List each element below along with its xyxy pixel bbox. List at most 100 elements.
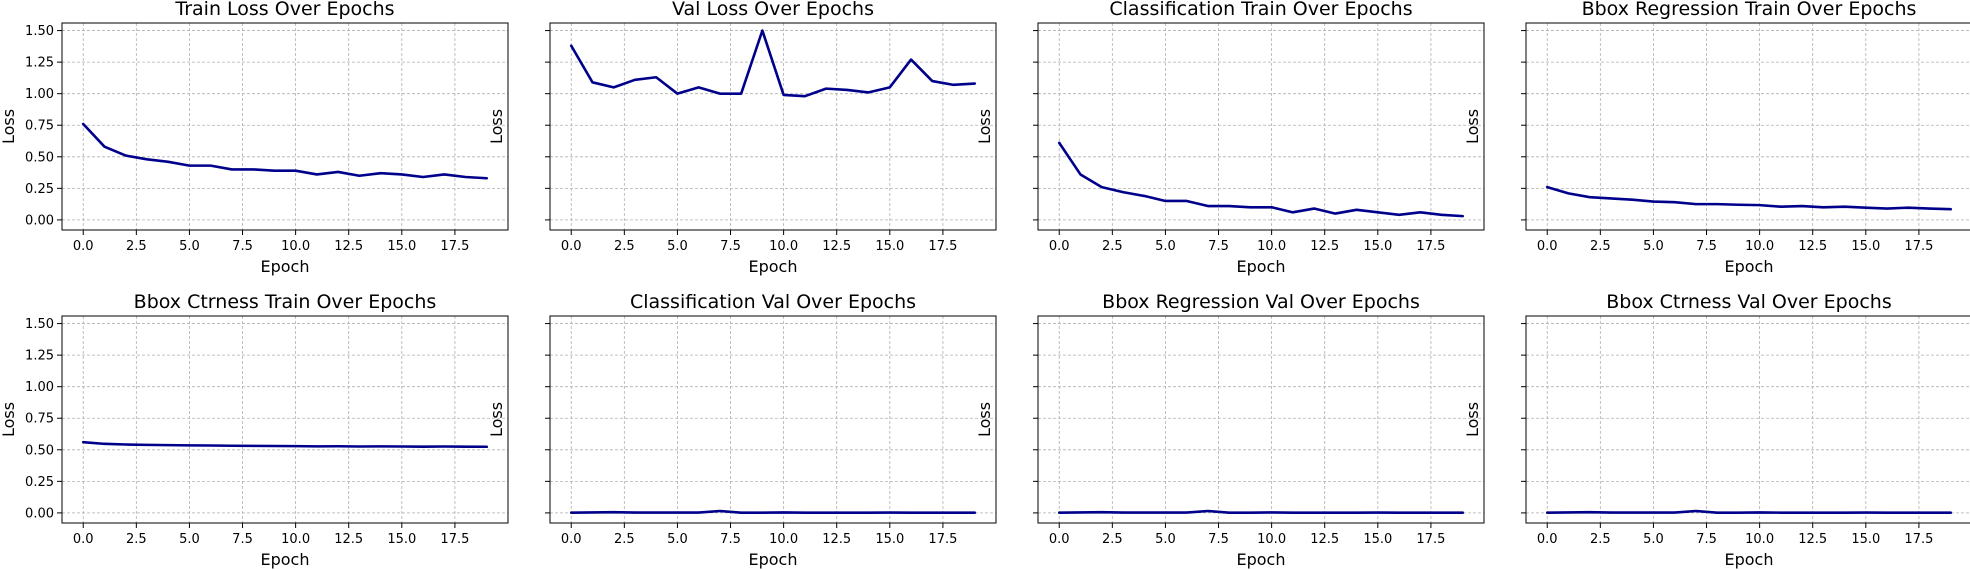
- x-tick-label: 7.5: [720, 532, 741, 547]
- x-tick-label: 15.0: [875, 239, 904, 254]
- x-tick-label: 5.0: [1643, 239, 1664, 254]
- subplot-7: 0.0 2.5 5.0 7.5 10.0 12.5 15.0 17.5 Bbox Regress…: [975, 291, 1485, 569]
- axes-frame: [1037, 315, 1485, 524]
- x-axis-label: Epoch: [261, 257, 310, 276]
- chart-title: Bbox Regression Train Over Epochs: [1582, 0, 1917, 20]
- x-tick-label: 5.0: [1155, 532, 1176, 547]
- x-tick-label: 0.0: [1537, 239, 1558, 254]
- x-tick-label: 0.0: [73, 239, 94, 254]
- x-tick-label: 10.0: [769, 532, 798, 547]
- y-tick-label: 0.00: [25, 213, 54, 228]
- x-tick-label: 10.0: [281, 532, 310, 547]
- x-tick-label: 17.5: [1416, 532, 1445, 547]
- x-tick-label: 7.5: [232, 239, 253, 254]
- x-tick-label: 2.5: [126, 532, 147, 547]
- x-tick-label: 7.5: [232, 532, 253, 547]
- x-tick-label: 17.5: [1904, 239, 1933, 254]
- subplot-8: 0.0 2.5 5.0 7.5 10.0 12.5 15.0 17.5 Bbox Ctrness…: [1463, 291, 1970, 569]
- y-axis-label: Loss: [1463, 109, 1482, 144]
- y-tick-label: 0.75: [25, 119, 54, 134]
- y-tick-label: 1.00: [25, 380, 54, 395]
- x-tick-label: 12.5: [1310, 532, 1339, 547]
- y-tick-label: 0.50: [25, 150, 54, 165]
- y-tick-label: 0.00: [25, 506, 54, 521]
- x-tick-label: 12.5: [1310, 239, 1339, 254]
- x-tick-label: 17.5: [1416, 239, 1445, 254]
- axes-frame: [1525, 22, 1970, 231]
- y-tick-label: 1.25: [25, 56, 54, 71]
- x-tick-label: 15.0: [387, 239, 416, 254]
- x-tick-label: 2.5: [1102, 532, 1123, 547]
- x-tick-label: 5.0: [179, 239, 200, 254]
- x-tick-label: 5.0: [1643, 532, 1664, 547]
- axes-frame: [1037, 22, 1485, 231]
- series-line: [569, 509, 977, 514]
- x-axis-label: Epoch: [261, 550, 310, 569]
- x-tick-label: 7.5: [1208, 532, 1229, 547]
- x-tick-label: 12.5: [1798, 532, 1827, 547]
- x-tick-label: 10.0: [281, 239, 310, 254]
- x-tick-label: 15.0: [387, 532, 416, 547]
- x-tick-label: 2.5: [126, 239, 147, 254]
- x-tick-label: 2.5: [1590, 239, 1611, 254]
- subplot-1: 0.0 2.5 5.0 7.5 10.0 12.5 15.0 17.5 0.00 0.25 0.50…: [0, 0, 509, 276]
- x-tick-label: 15.0: [1363, 532, 1392, 547]
- series-line: [1545, 185, 1953, 211]
- x-tick-label: 2.5: [614, 239, 635, 254]
- x-tick-label: 0.0: [1049, 239, 1070, 254]
- x-axis-label: Epoch: [1725, 550, 1774, 569]
- x-tick-label: 15.0: [1851, 239, 1880, 254]
- y-tick-label: 0.25: [25, 182, 54, 197]
- chart-title: Bbox Ctrness Train Over Epochs: [134, 291, 437, 313]
- y-axis-label: Loss: [975, 109, 994, 144]
- x-tick-label: 12.5: [334, 239, 363, 254]
- x-tick-label: 10.0: [769, 239, 798, 254]
- x-tick-label: 17.5: [440, 532, 469, 547]
- series-line: [81, 122, 489, 180]
- x-tick-label: 17.5: [928, 239, 957, 254]
- y-tick-label: 0.75: [25, 412, 54, 427]
- x-tick-label: 17.5: [1904, 532, 1933, 547]
- x-tick-label: 0.0: [561, 239, 582, 254]
- x-tick-label: 2.5: [1102, 239, 1123, 254]
- chart-title: Val Loss Over Epochs: [672, 0, 874, 20]
- y-axis-label: Loss: [487, 109, 506, 144]
- x-tick-label: 7.5: [1696, 532, 1717, 547]
- y-tick-label: 1.25: [25, 349, 54, 364]
- subplot-5: 0.0 2.5 5.0 7.5 10.0 12.5 15.0 17.5 0.00 0.25 0.50…: [0, 291, 509, 569]
- x-tick-label: 0.0: [1537, 532, 1558, 547]
- series-line: [569, 29, 977, 98]
- subplot-6: 0.0 2.5 5.0 7.5 10.0 12.5 15.0 17.5 Classificati…: [487, 291, 997, 569]
- x-tick-label: 0.0: [73, 532, 94, 547]
- x-axis-label: Epoch: [749, 550, 798, 569]
- x-tick-label: 10.0: [1257, 532, 1286, 547]
- x-axis-label: Epoch: [1725, 257, 1774, 276]
- x-tick-label: 10.0: [1745, 239, 1774, 254]
- axes-frame: [549, 315, 997, 524]
- chart-title: Bbox Regression Val Over Epochs: [1102, 291, 1420, 313]
- subplot-2: 0.0 2.5 5.0 7.5 10.0 12.5 15.0 17.5 Val Loss Ove…: [487, 0, 997, 276]
- x-tick-label: 5.0: [667, 532, 688, 547]
- y-axis-label: Loss: [487, 402, 506, 437]
- x-tick-label: 12.5: [334, 532, 363, 547]
- x-tick-label: 2.5: [1590, 532, 1611, 547]
- y-tick-label: 0.25: [25, 475, 54, 490]
- x-tick-label: 12.5: [1798, 239, 1827, 254]
- x-axis-label: Epoch: [749, 257, 798, 276]
- y-tick-label: 1.50: [25, 24, 54, 39]
- series-line: [1545, 509, 1953, 514]
- y-axis-label: Loss: [0, 402, 18, 437]
- x-axis-label: Epoch: [1237, 257, 1286, 276]
- x-tick-label: 7.5: [1208, 239, 1229, 254]
- x-tick-label: 15.0: [875, 532, 904, 547]
- y-tick-label: 1.00: [25, 87, 54, 102]
- y-axis-label: Loss: [975, 402, 994, 437]
- chart-title: Classification Val Over Epochs: [630, 291, 916, 313]
- series-line: [81, 440, 489, 449]
- axes-frame: [61, 22, 509, 231]
- y-tick-label: 0.50: [25, 443, 54, 458]
- x-tick-label: 17.5: [440, 239, 469, 254]
- axes-frame: [549, 22, 997, 231]
- x-tick-label: 5.0: [179, 532, 200, 547]
